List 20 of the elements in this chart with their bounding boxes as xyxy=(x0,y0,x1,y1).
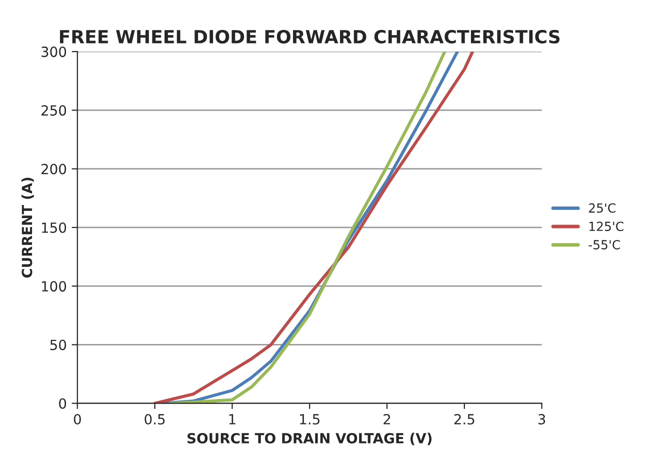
y-tick-label: 50 xyxy=(50,340,66,350)
y-tick-label: 200 xyxy=(41,164,66,174)
legend-label: -55'C xyxy=(588,240,620,250)
x-tick-label: 1.5 xyxy=(300,414,320,425)
chart-title: FREE WHEEL DIODE FORWARD CHARACTERISTICS xyxy=(60,30,560,44)
y-tick-label: 300 xyxy=(42,46,66,58)
x-tick-label: 2.5 xyxy=(454,414,474,425)
y-axis-title: CURRENT (A) xyxy=(21,178,34,278)
legend-label: 125'C xyxy=(589,222,624,232)
x-tick-label: 2 xyxy=(384,414,390,424)
x-tick-label: 3 xyxy=(538,414,546,425)
y-tick-label: 250 xyxy=(41,105,66,116)
y-tick-label: 100 xyxy=(42,281,66,292)
y-tick-label: 0 xyxy=(59,398,66,409)
x-tick-label: 0.5 xyxy=(144,414,165,425)
legend-label: 25'C xyxy=(588,203,616,213)
x-tick-label: 1 xyxy=(229,414,236,424)
x-axis-title: SOURCE TO DRAIN VOLTAGE (V) xyxy=(187,432,432,446)
y-tick-label: 150 xyxy=(42,222,66,233)
x-tick-label: 0 xyxy=(74,414,81,425)
